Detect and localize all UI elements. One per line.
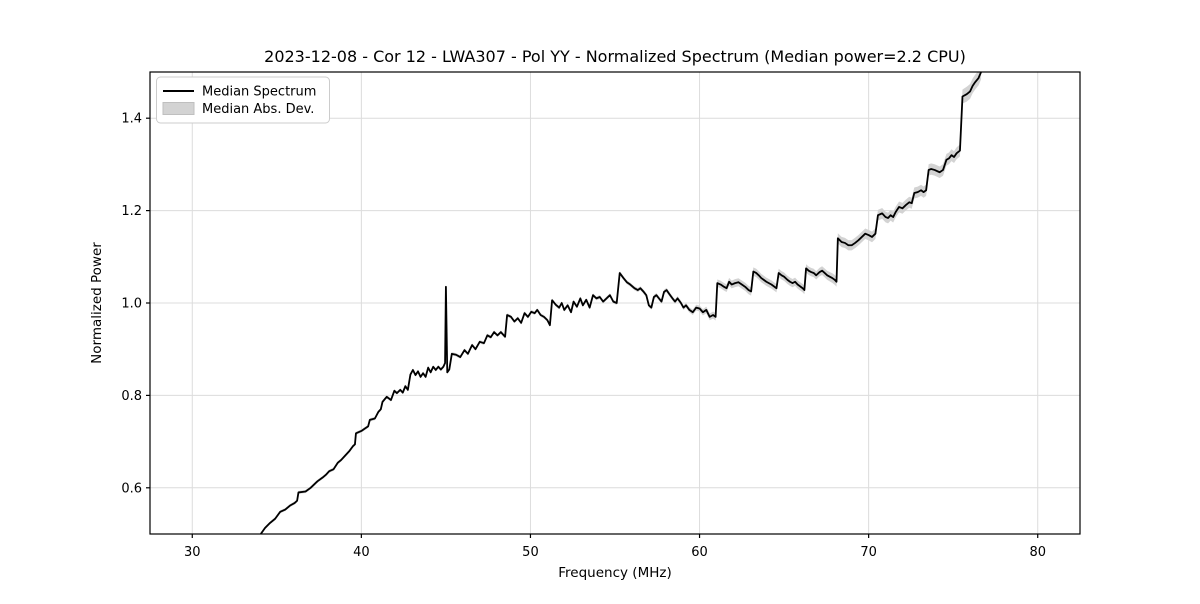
legend-label-median-abs-dev: Median Abs. Dev. — [202, 102, 314, 117]
y-tick-label: 1.2 — [121, 204, 142, 219]
legend-patch-swatch — [162, 102, 195, 115]
x-axis-label: Frequency (MHz) — [558, 565, 671, 581]
y-tick-label: 1.4 — [121, 112, 142, 127]
x-tick-label: 60 — [691, 545, 708, 560]
median-spectrum-line — [259, 72, 982, 534]
axis-ticks — [146, 117, 1039, 538]
x-tick-label: 40 — [353, 545, 370, 560]
y-tick-label: 0.8 — [121, 389, 142, 404]
y-tick-label: 1.0 — [121, 297, 142, 312]
x-tick-label: 30 — [184, 545, 201, 560]
y-tick-label: 0.6 — [121, 481, 142, 496]
median-abs-dev-band — [260, 72, 982, 534]
y-tick-labels: 0.6 0.8 1.0 1.2 1.4 — [121, 112, 142, 497]
y-axis-label: Normalized Power — [89, 242, 105, 364]
x-tick-label: 50 — [522, 545, 539, 560]
legend-box — [156, 76, 330, 124]
x-tick-label: 70 — [860, 545, 877, 560]
x-tick-label: 80 — [1029, 545, 1046, 560]
legend-label-median-spectrum: Median Spectrum — [202, 85, 316, 100]
legend: Median Spectrum Median Abs. Dev. — [156, 76, 330, 124]
chart-title: 2023-12-08 - Cor 12 - LWA307 - Pol YY - … — [264, 47, 966, 66]
x-tick-labels: 30 40 50 60 70 80 — [184, 545, 1046, 560]
